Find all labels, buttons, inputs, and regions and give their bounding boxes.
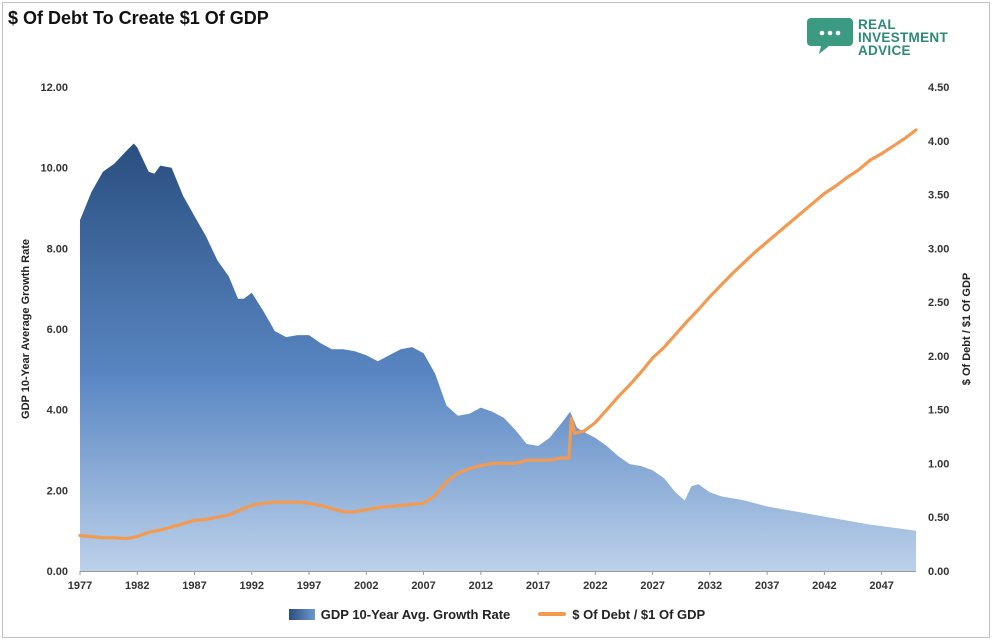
logo-line: REAL [858, 17, 896, 32]
chart-title: $ Of Debt To Create $1 Of GDP [8, 8, 269, 28]
x-tick-label: 2027 [640, 580, 664, 592]
right-axis-ticks: 0.00 0.50 1.00 1.50 2.00 2.50 3.00 3.50 4.00 4.50 [928, 82, 949, 578]
right-tick-label: 3.50 [928, 190, 949, 202]
x-tick-label: 2037 [755, 580, 779, 592]
left-tick-label: 4.00 [47, 405, 68, 417]
right-tick-label: 1.00 [928, 458, 949, 470]
left-tick-label: 12.00 [40, 82, 68, 94]
logo-line: INVESTMENT [858, 30, 949, 45]
right-tick-label: 2.50 [928, 297, 949, 309]
x-tick-label: 2047 [869, 580, 893, 592]
x-tick-label: 1992 [240, 580, 264, 592]
left-tick-label: 2.00 [47, 485, 68, 497]
x-tick-label: 2032 [698, 580, 722, 592]
right-tick-label: 0.00 [928, 566, 949, 578]
x-tick-label: 2017 [526, 580, 550, 592]
debt-per-gdp-line [78, 128, 918, 541]
left-axis-ticks: 0.00 2.00 4.00 6.00 8.00 10.00 12.00 [40, 82, 68, 578]
legend-item-debt: $ Of Debt / $1 Of GDP [538, 607, 705, 622]
right-tick-label: 2.00 [928, 351, 949, 363]
x-tick-label: 1987 [182, 580, 206, 592]
x-tick-label: 2007 [411, 580, 435, 592]
growth-rate-area [80, 143, 916, 571]
right-tick-label: 4.50 [928, 82, 949, 94]
logo-line: ADVICE [858, 43, 911, 58]
right-tick-label: 4.00 [928, 136, 949, 148]
chart-legend: GDP 10-Year Avg. Growth Rate $ Of Debt /… [0, 604, 994, 624]
x-tick-label: 1982 [125, 580, 149, 592]
left-tick-label: 8.00 [47, 243, 68, 255]
right-tick-label: 3.00 [928, 243, 949, 255]
right-tick-label: 0.50 [928, 512, 949, 524]
legend-item-growth: GDP 10-Year Avg. Growth Rate [288, 606, 511, 622]
x-tick-label: 2022 [583, 580, 607, 592]
x-tick-label: 1977 [68, 580, 92, 592]
x-axis-ticks: 1977 1982 1987 1992 1997 2002 2007 2012 2017 2022… [68, 571, 894, 592]
left-tick-label: 10.00 [40, 163, 68, 175]
right-tick-label: 1.50 [928, 405, 949, 417]
legend-swatch-area [288, 608, 315, 620]
left-tick-label: 0.00 [47, 566, 68, 578]
left-axis-title: GDP 10-Year Average Growth Rate [20, 239, 32, 419]
legend-swatch-line [538, 612, 567, 616]
plot-area [78, 128, 918, 571]
x-tick-label: 1997 [297, 580, 321, 592]
x-tick-label: 2042 [812, 580, 836, 592]
x-tick-label: 2012 [469, 580, 493, 592]
logo-wordmark: REAL INVESTMENT ADVICE [858, 17, 949, 58]
x-tick-label: 2002 [354, 580, 378, 592]
legend-label-growth: GDP 10-Year Avg. Growth Rate [320, 606, 511, 622]
chat-bubble-icon [807, 18, 853, 54]
legend-label-debt: $ Of Debt / $1 Of GDP [572, 606, 706, 622]
right-axis-title: $ Of Debt / $1 Of GDP [961, 273, 973, 385]
left-tick-label: 6.00 [47, 324, 68, 336]
